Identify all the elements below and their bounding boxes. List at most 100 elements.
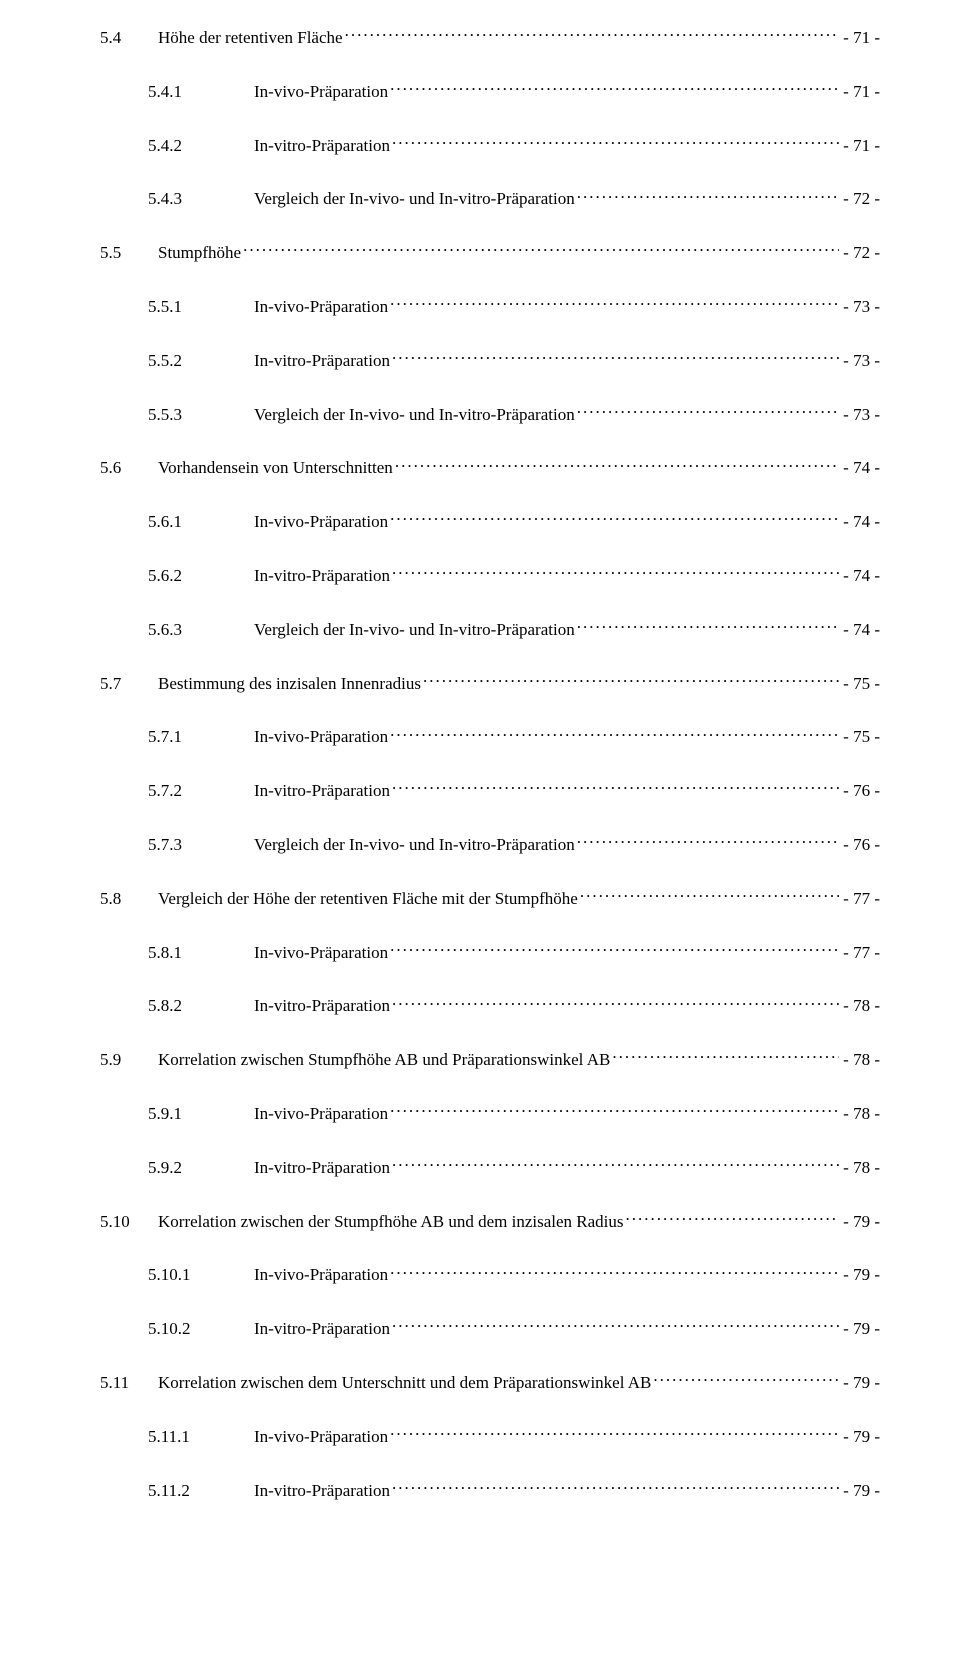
toc-entry-title: In-vitro-Präparation	[254, 1156, 392, 1180]
toc-entry-page: - 74 -	[839, 564, 880, 588]
toc-dot-leader	[392, 349, 839, 366]
toc-entry-number: 5.10.1	[100, 1263, 254, 1287]
toc-entry: 5.6.3Vergleich der In-vivo- und In-vitro…	[100, 618, 880, 642]
toc-entry-number: 5.7.2	[100, 779, 254, 803]
toc-dot-leader	[390, 725, 839, 742]
toc-entry-title: In-vivo-Präparation	[254, 1425, 390, 1449]
toc-entry-page: - 73 -	[839, 295, 880, 319]
toc-dot-leader	[392, 134, 839, 151]
toc-entry-page: - 79 -	[839, 1263, 880, 1287]
toc-entry-number: 5.9.1	[100, 1102, 254, 1126]
toc-entry-page: - 78 -	[839, 994, 880, 1018]
toc-entry-number: 5.11.1	[100, 1425, 254, 1449]
toc-dot-leader	[392, 564, 839, 581]
toc-dot-leader	[390, 80, 839, 97]
toc-entry-page: - 78 -	[839, 1048, 880, 1072]
toc-dot-leader	[390, 510, 839, 527]
toc-entry: 5.4Höhe der retentiven Fläche- 71 -	[100, 26, 880, 50]
toc-entry-number: 5.9	[100, 1048, 158, 1072]
toc-dot-leader	[395, 456, 839, 473]
toc-dot-leader	[392, 994, 839, 1011]
toc-entry: 5.11.2In-vitro-Präparation- 79 -	[100, 1479, 880, 1503]
toc-entry-title: Vergleich der In-vivo- und In-vitro-Präp…	[254, 403, 577, 427]
toc-entry-number: 5.4.3	[100, 187, 254, 211]
toc-entry: 5.5.3Vergleich der In-vivo- und In-vitro…	[100, 403, 880, 427]
toc-dot-leader	[626, 1210, 840, 1227]
toc-dot-leader	[392, 1317, 839, 1334]
toc-entry-title: Höhe der retentiven Fläche	[158, 26, 345, 50]
toc-dot-leader	[392, 1479, 839, 1496]
toc-entry: 5.5.1In-vivo-Präparation - 73 -	[100, 295, 880, 319]
toc-entry-title: In-vivo-Präparation	[254, 1102, 390, 1126]
toc-entry-number: 5.6.3	[100, 618, 254, 642]
toc-entry: 5.10Korrelation zwischen der Stumpfhöhe …	[100, 1210, 880, 1234]
toc-entry-number: 5.8.1	[100, 941, 254, 965]
toc-entry: 5.9.2In-vitro-Präparation - 78 -	[100, 1156, 880, 1180]
toc-dot-leader	[345, 26, 840, 43]
toc-entry-number: 5.5.1	[100, 295, 254, 319]
toc-dot-leader	[577, 618, 839, 635]
toc-entry-page: - 79 -	[839, 1479, 880, 1503]
toc-entry: 5.7.2In-vitro-Präparation- 76 -	[100, 779, 880, 803]
toc-entry-page: - 75 -	[839, 725, 880, 749]
toc-dot-leader	[390, 1263, 839, 1280]
toc-entry-title: Korrelation zwischen der Stumpfhöhe AB u…	[158, 1210, 626, 1234]
toc-entry-page: - 79 -	[839, 1371, 880, 1395]
toc-entry-page: - 74 -	[839, 618, 880, 642]
toc-entry: 5.5.2In-vitro-Präparation- 73 -	[100, 349, 880, 373]
toc-entry-title: In-vitro-Präparation	[254, 994, 392, 1018]
toc-entry-page: - 76 -	[839, 779, 880, 803]
toc-entry-title: In-vitro-Präparation	[254, 1479, 392, 1503]
toc-entry-title: Stumpfhöhe	[158, 241, 243, 265]
toc-dot-leader	[577, 187, 839, 204]
toc-dot-leader	[577, 833, 839, 850]
toc-entry-page: - 71 -	[839, 80, 880, 104]
toc-entry-page: - 78 -	[839, 1156, 880, 1180]
toc-entry-number: 5.7.1	[100, 725, 254, 749]
toc-entry-number: 5.7.3	[100, 833, 254, 857]
toc-entry-page: - 77 -	[839, 941, 880, 965]
table-of-contents: 5.4Höhe der retentiven Fläche- 71 -5.4.1…	[100, 26, 880, 1502]
toc-entry-page: - 78 -	[839, 1102, 880, 1126]
toc-entry-page: - 76 -	[839, 833, 880, 857]
toc-entry-title: Vergleich der In-vivo- und In-vitro-Präp…	[254, 618, 577, 642]
toc-entry-page: - 79 -	[839, 1317, 880, 1341]
toc-entry: 5.4.3Vergleich der In-vivo- und In-vitro…	[100, 187, 880, 211]
toc-entry-number: 5.11	[100, 1371, 158, 1395]
toc-entry: 5.8Vergleich der Höhe der retentiven Flä…	[100, 887, 880, 911]
toc-entry-number: 5.9.2	[100, 1156, 254, 1180]
toc-entry: 5.10.2In-vitro-Präparation- 79 -	[100, 1317, 880, 1341]
toc-entry-number: 5.6.2	[100, 564, 254, 588]
toc-entry-number: 5.5.2	[100, 349, 254, 373]
toc-entry-title: In-vivo-Präparation	[254, 80, 390, 104]
toc-dot-leader	[580, 887, 839, 904]
toc-entry-title: In-vitro-Präparation	[254, 134, 392, 158]
toc-entry: 5.8.1In-vivo-Präparation - 77 -	[100, 941, 880, 965]
toc-entry: 5.9Korrelation zwischen Stumpfhöhe AB un…	[100, 1048, 880, 1072]
toc-entry: 5.7Bestimmung des inzisalen Innenradius-…	[100, 672, 880, 696]
toc-entry: 5.11Korrelation zwischen dem Unterschnit…	[100, 1371, 880, 1395]
toc-dot-leader	[390, 941, 839, 958]
toc-entry-title: In-vitro-Präparation	[254, 564, 392, 588]
toc-entry-title: In-vivo-Präparation	[254, 295, 390, 319]
toc-entry-page: - 75 -	[839, 672, 880, 696]
toc-entry-title: Bestimmung des inzisalen Innenradius	[158, 672, 423, 696]
toc-entry-title: In-vivo-Präparation	[254, 941, 390, 965]
toc-entry-title: Vergleich der In-vivo- und In-vitro-Präp…	[254, 187, 577, 211]
toc-entry-number: 5.5	[100, 241, 158, 265]
toc-entry: 5.10.1In-vivo-Präparation - 79 -	[100, 1263, 880, 1287]
toc-dot-leader	[577, 403, 839, 420]
toc-entry-title: Vergleich der Höhe der retentiven Fläche…	[158, 887, 580, 911]
toc-entry-title: Korrelation zwischen Stumpfhöhe AB und P…	[158, 1048, 612, 1072]
toc-entry-title: Vorhandensein von Unterschnitten	[158, 456, 395, 480]
toc-dot-leader	[390, 295, 839, 312]
toc-entry-page: - 74 -	[839, 510, 880, 534]
toc-entry: 5.7.1In-vivo-Präparation- 75 -	[100, 725, 880, 749]
toc-entry-page: - 71 -	[839, 26, 880, 50]
toc-entry: 5.7.3Vergleich der In-vivo- und In-vitro…	[100, 833, 880, 857]
toc-entry-number: 5.8	[100, 887, 158, 911]
toc-dot-leader	[390, 1102, 839, 1119]
toc-entry-page: - 73 -	[839, 403, 880, 427]
toc-entry-title: In-vivo-Präparation	[254, 1263, 390, 1287]
toc-entry: 5.5Stumpfhöhe- 72 -	[100, 241, 880, 265]
